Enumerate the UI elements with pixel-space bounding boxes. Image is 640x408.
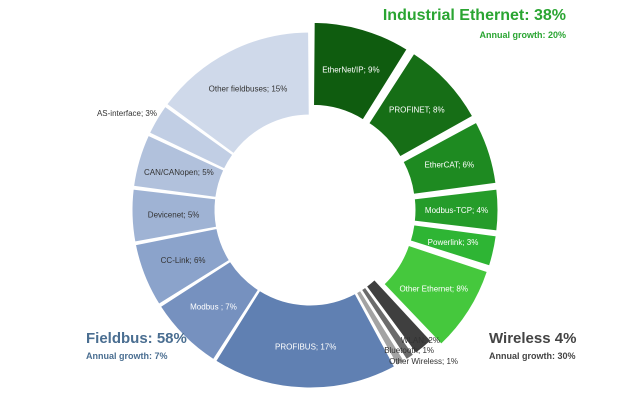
fieldbus-title: Fieldbus: 58% [86,330,187,347]
slice-label-bluetooth: Bluetooth; 1% [384,346,434,355]
slice-cc-link [134,227,231,305]
slice-as-interface [148,105,234,170]
slice-powerlink [409,224,497,267]
wireless-growth: Annual growth: 30% [489,351,576,361]
slice-label-devicenet: Devicenet; 5% [148,210,200,219]
slice-label-cc-link: CC-Link; 6% [161,256,206,265]
slice-other-wireless [355,289,405,366]
slice-profibus [215,289,396,389]
wireless-title: Wireless 4% [489,330,577,347]
slice-ethercat [402,121,497,195]
slice-label-ethernet-ip: EtherNet/IP; 9% [322,65,379,74]
slice-can-canopen [133,134,225,198]
slice-profinet [368,52,474,158]
slice-label-modbus: Modbus ; 7% [190,303,237,312]
slice-label-profibus: PROFIBUS; 17% [275,342,336,351]
slice-bluetooth [360,286,415,361]
donut-slices [131,21,499,389]
industrial-ethernet-title: Industrial Ethernet: 38% [382,7,566,24]
slice-label-can-canopen: CAN/CANopen; 5% [144,168,214,177]
slice-label-other-fieldbuses: Other fieldbuses; 15% [209,84,288,93]
slice-label-powerlink: Powerlink; 3% [428,238,479,247]
slice-label-ethercat: EtherCAT; 6% [424,161,474,170]
slice-wlan [365,279,432,354]
slice-label-profinet: PROFINET; 8% [389,106,445,115]
industrial-ethernet-growth: Annual growth: 20% [479,30,566,40]
fieldbus-growth: Annual growth: 7% [86,351,168,361]
slice-labels: EtherNet/IP; 9% PROFINET; 8% EtherCAT; 6% M… [97,65,488,366]
slice-other-fieldbuses [166,31,310,155]
slice-modbus-tcp [413,188,499,232]
slice-label-as-interface: AS-interface; 3% [97,109,157,118]
slice-label-other-ethernet: Other Ethernet; 8% [399,285,467,294]
slice-label-wlan: WLAN; 2% [401,336,440,345]
slice-devicenet [131,188,218,243]
slice-label-other-wireless: Other Wireless; 1% [389,357,458,366]
slice-label-modbus-tcp: Modbus-TCP; 4% [425,206,488,215]
slice-other-ethernet [383,244,488,345]
slice-ethernet-ip [313,21,408,121]
slice-modbus [159,260,260,361]
